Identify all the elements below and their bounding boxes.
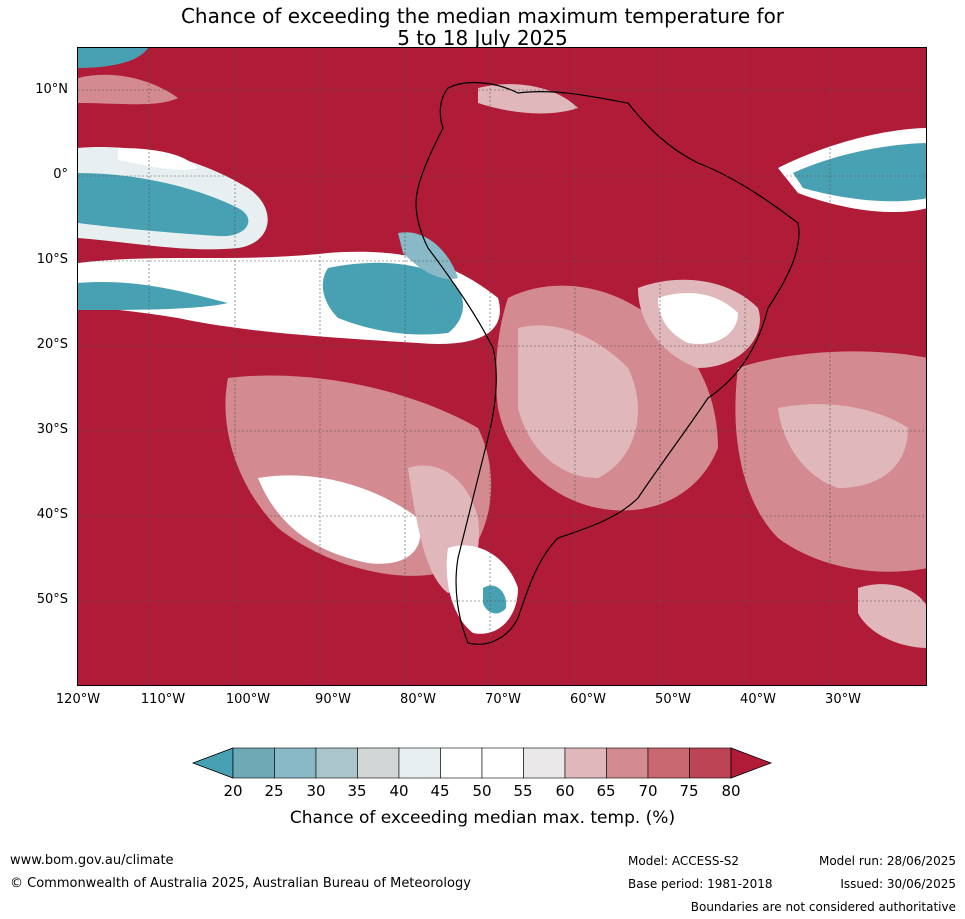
colorbar — [191, 747, 773, 779]
lon-label-90w: 90°W — [315, 692, 351, 707]
cool-zone-peru-coast — [398, 232, 458, 279]
lat-label-50s: 50°S — [36, 592, 68, 607]
colorbar-segment — [523, 747, 566, 779]
lon-label-60w: 60°W — [570, 692, 606, 707]
colorbar-segment — [274, 747, 317, 779]
colorbar-tick-35: 35 — [347, 782, 367, 800]
colorbar-tick-20: 20 — [223, 782, 243, 800]
copyright-text: © Commonwealth of Australia 2025, Austra… — [10, 876, 471, 891]
lat-label-10s: 10°S — [36, 252, 68, 267]
colorbar-segment — [606, 747, 649, 779]
probability-map — [78, 48, 926, 685]
colorbar-tick-45: 45 — [430, 782, 450, 800]
colorbar-tick-30: 30 — [306, 782, 326, 800]
mid-patch-caribbean-west — [78, 74, 178, 105]
lowmid-zone-sw-atlantic — [858, 584, 926, 648]
lon-label-100w: 100°W — [225, 692, 271, 707]
lon-label-120w: 120°W — [55, 692, 101, 707]
colorbar-tick-80: 80 — [721, 782, 741, 800]
cool-zone-off-peru — [322, 262, 463, 335]
lat-label-30s: 30°S — [36, 422, 68, 437]
map-title: Chance of exceeding the median maximum t… — [0, 5, 965, 49]
colorbar-segment — [440, 747, 483, 779]
website-link[interactable]: www.bom.gov.au/climate — [10, 853, 174, 868]
white-zone-south-pacific — [258, 475, 421, 564]
mid-patch-caribbean — [478, 84, 578, 114]
colorbar-title: Chance of exceeding median max. temp. (%… — [289, 808, 676, 828]
issued-date: Issued: 30/06/2025 — [840, 877, 956, 891]
base-period: Base period: 1981-2018 — [628, 877, 773, 891]
lon-label-110w: 110°W — [140, 692, 186, 707]
lon-label-30w: 30°W — [825, 692, 861, 707]
colorbar-segment — [564, 747, 607, 779]
model-run-date: Model run: 28/06/2025 — [818, 854, 956, 868]
white-zone-brazil-east — [658, 293, 738, 344]
model-name: Model: ACCESS-S2 — [628, 854, 740, 868]
cool-zone-patagonia — [483, 585, 507, 614]
lat-label-20s: 20°S — [36, 337, 68, 352]
cool-zone-pacific-west — [78, 282, 228, 310]
colorbar-tick-40: 40 — [389, 782, 409, 800]
lon-label-50w: 50°W — [655, 692, 691, 707]
cool-zone-atlantic-north — [793, 143, 926, 202]
colorbar-segment — [357, 747, 400, 779]
lon-label-70w: 70°W — [485, 692, 521, 707]
colorbar-extend-high — [730, 747, 773, 779]
colorbar-segment — [232, 747, 275, 779]
colorbar-segment — [315, 747, 358, 779]
lon-label-40w: 40°W — [740, 692, 776, 707]
lat-label-0: 0° — [53, 167, 68, 182]
lat-label-40s: 40°S — [36, 507, 68, 522]
colorbar-segment — [398, 747, 441, 779]
boundary-disclaimer: Boundaries are not considered authoritat… — [690, 900, 956, 914]
lon-label-80w: 80°W — [400, 692, 436, 707]
lowmid-zone-south-atlantic — [778, 404, 908, 488]
colorbar-tick-25: 25 — [264, 782, 284, 800]
colorbar-segment — [647, 747, 690, 779]
colorbar-segment — [689, 747, 732, 779]
colorbar-tick-75: 75 — [679, 782, 699, 800]
colorbar-tick-70: 70 — [638, 782, 658, 800]
title-line-1: Chance of exceeding the median maximum t… — [180, 4, 785, 28]
lat-label-10n: 10°N — [35, 82, 68, 97]
white-patch-pacific — [118, 148, 198, 170]
cool-zone-eq-pacific — [78, 173, 249, 237]
map-panel — [77, 47, 927, 686]
title-line-2: 5 to 18 July 2025 — [397, 26, 568, 50]
graticule — [78, 48, 926, 685]
colorbar-tick-65: 65 — [596, 782, 616, 800]
lowmid-zone-interior — [518, 325, 638, 478]
colorbar-tick-55: 55 — [513, 782, 533, 800]
colorbar-tick-60: 60 — [555, 782, 575, 800]
colorbar-extend-low — [191, 747, 234, 779]
colorbar-segment — [481, 747, 524, 779]
coastline-south-america — [415, 82, 800, 645]
cool-zone-nw-corner — [78, 48, 148, 68]
colorbar-tick-50: 50 — [472, 782, 492, 800]
